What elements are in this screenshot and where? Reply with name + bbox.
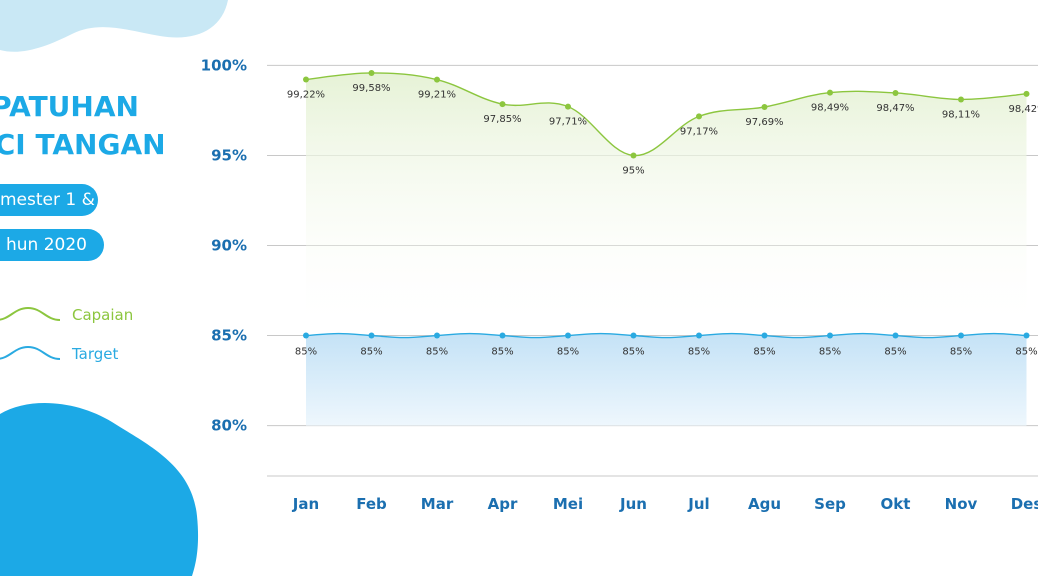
x-tick-label: Feb bbox=[356, 495, 387, 513]
period-semester-pill: mester 1 & 2 bbox=[0, 184, 111, 216]
x-tick-label: Mei bbox=[553, 495, 583, 513]
y-tick-label: 90% bbox=[211, 236, 247, 254]
x-tick-label: Jul bbox=[687, 495, 709, 513]
data-label-capaian: 99,21% bbox=[418, 90, 456, 101]
data-label-capaian: 98,49% bbox=[811, 103, 849, 114]
data-label-target: 85% bbox=[426, 347, 448, 358]
point-target bbox=[892, 332, 899, 339]
axes: 100% 95% 90% 85% 80% Jan Feb Mar Apr Mei Jun Jul Agu… bbox=[201, 56, 1038, 513]
point-target bbox=[565, 332, 571, 339]
legend-capaian-label: Capaian bbox=[72, 306, 134, 324]
data-label-capaian: 97,17% bbox=[680, 126, 718, 137]
data-label-capaian: 95% bbox=[622, 165, 644, 176]
data-label-capaian: 99,58% bbox=[352, 83, 390, 94]
point-target bbox=[303, 332, 309, 339]
point-capaian bbox=[565, 103, 571, 110]
legend-target-wave-icon bbox=[0, 345, 61, 360]
x-tick-label: Jan bbox=[292, 495, 319, 513]
x-tick-label: Okt bbox=[881, 495, 911, 513]
point-capaian bbox=[368, 69, 375, 76]
y-tick-label: 95% bbox=[211, 146, 247, 164]
data-label-target: 85% bbox=[884, 347, 906, 358]
point-capaian bbox=[761, 104, 768, 111]
data-label-target: 85% bbox=[360, 347, 382, 358]
legend-capaian-wave-icon bbox=[0, 306, 61, 321]
data-label-capaian: 97,85% bbox=[483, 114, 521, 125]
data-label-target: 85% bbox=[557, 347, 579, 358]
point-target bbox=[761, 332, 768, 339]
data-label-target: 85% bbox=[688, 347, 710, 358]
area-target bbox=[306, 333, 1027, 426]
point-target bbox=[827, 332, 833, 339]
y-tick-label: 80% bbox=[211, 417, 247, 435]
period-year-pill: hun 2020 bbox=[0, 229, 104, 261]
points bbox=[303, 69, 1030, 339]
line-target bbox=[305, 332, 1027, 339]
point-capaian bbox=[958, 96, 964, 103]
areas bbox=[306, 72, 1027, 426]
point-capaian bbox=[630, 152, 637, 159]
point-target bbox=[499, 332, 506, 339]
top-blob bbox=[0, 0, 228, 52]
data-label-capaian: 98,11% bbox=[942, 109, 980, 120]
point-target bbox=[368, 332, 375, 339]
point-target bbox=[958, 332, 964, 339]
data-label-target: 85% bbox=[819, 347, 841, 358]
point-capaian bbox=[499, 101, 506, 108]
x-tick-label: Nov bbox=[945, 495, 978, 513]
x-tick-label: Agu bbox=[748, 495, 781, 513]
data-label-target: 85% bbox=[295, 347, 317, 358]
point-capaian bbox=[892, 89, 899, 96]
data-label-capaian: 98,42% bbox=[1009, 104, 1038, 115]
line-capaian bbox=[305, 72, 1027, 157]
title-line-1: EPATUHAN bbox=[0, 90, 139, 123]
bottom-blob bbox=[0, 402, 199, 576]
area-capaian bbox=[306, 72, 1027, 336]
data-label-capaian: 97,69% bbox=[745, 117, 783, 128]
data-label-target: 85% bbox=[491, 347, 513, 358]
point-capaian bbox=[696, 113, 702, 120]
y-tick-label: 85% bbox=[211, 327, 247, 345]
data-label-target: 85% bbox=[950, 347, 972, 358]
y-tick-label: 100% bbox=[201, 56, 247, 74]
point-capaian bbox=[827, 89, 833, 96]
point-target bbox=[630, 332, 637, 339]
title-line-2: UCI TANGAN bbox=[0, 128, 166, 161]
point-capaian bbox=[303, 76, 309, 83]
point-capaian bbox=[434, 76, 440, 83]
x-tick-label: Apr bbox=[488, 495, 518, 513]
x-tick-label: Jun bbox=[619, 495, 647, 513]
data-label-capaian: 99,22% bbox=[287, 89, 325, 100]
data-label-capaian: 98,47% bbox=[876, 103, 914, 114]
x-tick-label: Sep bbox=[814, 495, 846, 513]
x-tick-label: Mar bbox=[421, 495, 454, 513]
point-target bbox=[434, 332, 440, 339]
point-target bbox=[1023, 332, 1030, 339]
data-labels: 99,22% 99,58% 99,21% 97,85% 97,71% 95% 97,17% 9… bbox=[287, 83, 1038, 358]
data-label-capaian: 97,71% bbox=[549, 117, 587, 128]
x-tick-label: Des bbox=[1011, 495, 1038, 513]
point-capaian bbox=[1023, 90, 1030, 97]
legend-target-label: Target bbox=[72, 345, 119, 363]
data-label-target: 85% bbox=[622, 347, 644, 358]
data-label-target: 85% bbox=[753, 347, 775, 358]
data-label-target: 85% bbox=[1015, 347, 1037, 358]
lines bbox=[305, 72, 1027, 339]
point-target bbox=[696, 332, 702, 339]
